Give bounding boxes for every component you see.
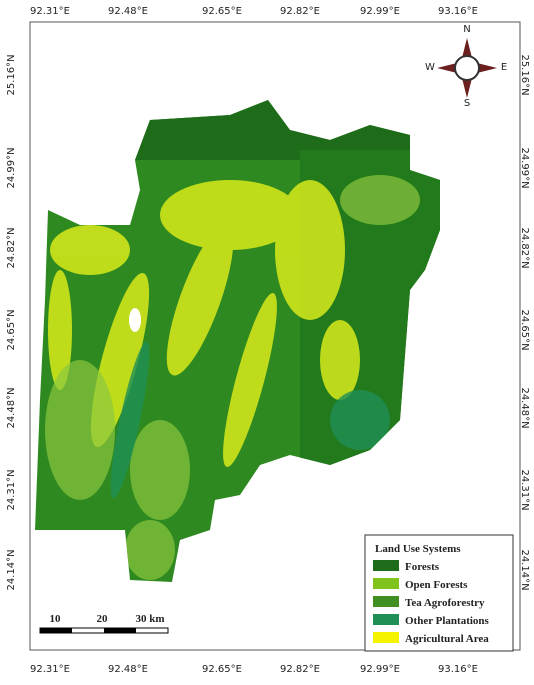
legend-swatch bbox=[373, 596, 399, 607]
lon-label-bottom: 92.82°E bbox=[280, 664, 320, 675]
lon-label-top: 92.65°E bbox=[202, 6, 242, 17]
lat-label-left: 24.14°N bbox=[6, 549, 17, 590]
lon-label-top: 92.48°E bbox=[108, 6, 148, 17]
lat-label-right: 24.82°N bbox=[519, 227, 530, 268]
lat-label-right: 24.99°N bbox=[519, 147, 530, 188]
lon-label-bottom: 92.65°E bbox=[202, 664, 242, 675]
compass-w: W bbox=[425, 62, 435, 73]
map-frame bbox=[29, 21, 521, 651]
legend-swatch bbox=[373, 578, 399, 589]
scale-bar bbox=[39, 627, 169, 634]
land-use-raster bbox=[35, 100, 440, 582]
legend-swatch bbox=[373, 614, 399, 625]
lat-label-right: 24.48°N bbox=[519, 387, 530, 428]
legend-title: Land Use Systems bbox=[375, 543, 461, 555]
lat-label-left: 25.16°N bbox=[6, 54, 17, 95]
legend-label: Open Forests bbox=[405, 579, 468, 591]
lon-label-bottom: 92.99°E bbox=[360, 664, 400, 675]
lon-label-top: 93.16°E bbox=[438, 6, 478, 17]
legend-label: Agricultural Area bbox=[405, 633, 489, 645]
scale-label: 10 bbox=[50, 613, 62, 625]
lat-label-left: 24.65°N bbox=[6, 309, 17, 350]
lon-label-bottom: 92.31°E bbox=[30, 664, 70, 675]
lat-label-left: 24.82°N bbox=[6, 227, 17, 268]
compass-e: E bbox=[501, 62, 507, 73]
lat-label-right: 24.65°N bbox=[519, 309, 530, 350]
legend-swatch bbox=[373, 632, 399, 643]
scale-label: 20 bbox=[97, 613, 109, 625]
compass-s: S bbox=[464, 98, 470, 109]
lon-label-top: 92.82°E bbox=[280, 6, 320, 17]
lat-label-left: 24.99°N bbox=[6, 147, 17, 188]
lat-label-right: 25.16°N bbox=[519, 54, 530, 95]
legend-label: Forests bbox=[405, 561, 440, 573]
lon-label-bottom: 92.48°E bbox=[108, 664, 148, 675]
lon-label-top: 92.31°E bbox=[30, 6, 70, 17]
legend-label: Tea Agroforestry bbox=[405, 597, 485, 609]
legend-box bbox=[364, 534, 514, 652]
lon-label-bottom: 93.16°E bbox=[438, 664, 478, 675]
compass bbox=[437, 38, 497, 98]
lat-label-right: 24.14°N bbox=[519, 549, 530, 590]
compass-n: N bbox=[463, 24, 470, 35]
scale-label: 30 km bbox=[135, 613, 164, 625]
legend-label: Other Plantations bbox=[405, 615, 490, 627]
lat-label-right: 24.31°N bbox=[519, 469, 530, 510]
lat-label-left: 24.31°N bbox=[6, 469, 17, 510]
legend-swatch bbox=[373, 560, 399, 571]
lon-label-top: 92.99°E bbox=[360, 6, 400, 17]
lat-label-left: 24.48°N bbox=[6, 387, 17, 428]
